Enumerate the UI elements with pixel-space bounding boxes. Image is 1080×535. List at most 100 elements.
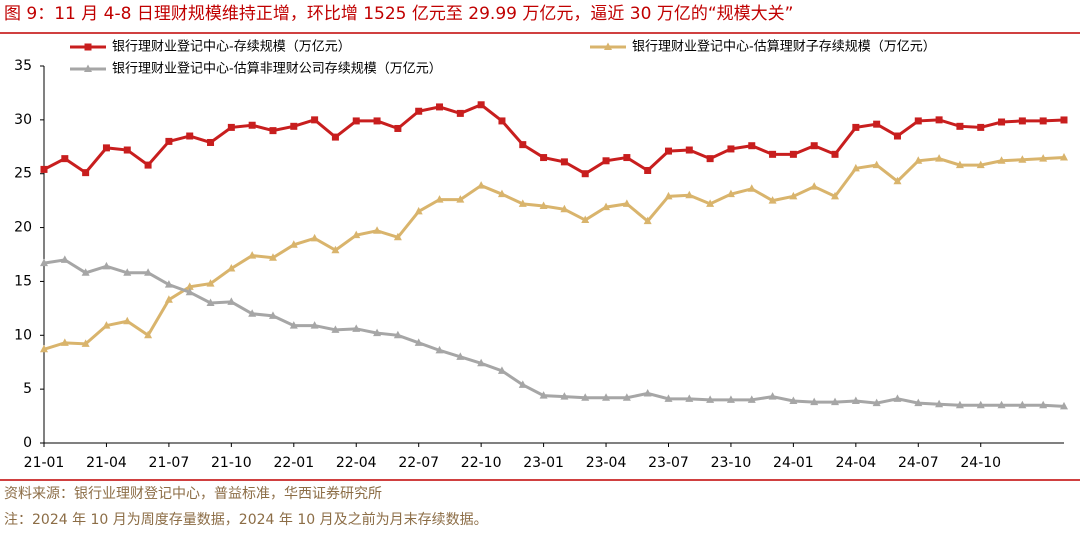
x-tick-label: 24-10	[960, 455, 1001, 471]
marker	[893, 176, 902, 185]
marker	[289, 321, 298, 329]
marker	[185, 282, 194, 290]
marker	[664, 394, 673, 402]
marker	[436, 103, 444, 111]
marker	[873, 120, 881, 128]
marker	[331, 133, 339, 141]
marker	[123, 146, 131, 154]
marker	[872, 160, 881, 169]
marker	[581, 393, 590, 401]
marker	[956, 122, 964, 130]
marker	[456, 352, 465, 360]
x-tick-label: 23-01	[523, 455, 564, 471]
marker	[997, 156, 1006, 164]
marker	[60, 338, 69, 346]
marker	[394, 124, 402, 132]
x-tick-label: 21-10	[211, 455, 252, 471]
marker	[851, 396, 860, 404]
marker	[539, 201, 548, 210]
marker	[622, 199, 631, 207]
marker	[373, 226, 382, 234]
marker	[644, 166, 652, 174]
marker	[789, 396, 798, 404]
x-tick-label: 21-07	[149, 455, 190, 471]
marker	[955, 400, 964, 409]
marker	[769, 150, 777, 158]
marker	[1060, 401, 1068, 410]
marker	[40, 344, 48, 353]
marker	[40, 165, 48, 173]
marker	[602, 202, 611, 211]
marker	[560, 204, 569, 213]
marker	[893, 394, 902, 402]
marker	[497, 366, 506, 374]
marker	[955, 160, 964, 169]
marker	[477, 181, 486, 189]
marker	[602, 393, 611, 401]
marker	[373, 117, 381, 125]
marker	[393, 232, 402, 241]
x-tick-label: 22-10	[461, 455, 502, 471]
marker	[976, 400, 985, 409]
x-tick-label: 23-04	[586, 455, 627, 471]
marker	[1018, 400, 1027, 409]
marker	[685, 190, 694, 199]
marker	[269, 127, 277, 135]
marker	[789, 191, 798, 200]
marker	[977, 123, 985, 131]
marker	[331, 245, 340, 254]
marker	[165, 137, 173, 145]
marker	[810, 397, 819, 406]
marker	[810, 182, 819, 190]
marker	[435, 345, 444, 354]
marker	[414, 206, 423, 215]
x-tick-label: 22-07	[398, 455, 439, 471]
marker	[206, 298, 215, 306]
marker	[685, 394, 694, 402]
marker	[81, 268, 90, 276]
source: 资料来源：银行业理财登记中心，普益标准，华西证券研究所	[4, 486, 382, 502]
marker	[268, 311, 277, 319]
series-line	[43, 156, 1065, 351]
marker	[144, 161, 152, 169]
marker	[643, 216, 652, 225]
marker	[498, 117, 506, 125]
marker	[207, 138, 215, 146]
marker	[831, 397, 840, 406]
legend-label: 银行理财业登记中心-估算理财子存续规模（万亿元）	[632, 40, 936, 55]
marker	[935, 154, 944, 162]
marker	[497, 189, 506, 198]
marker	[1060, 116, 1068, 124]
marker	[851, 163, 860, 172]
marker	[935, 399, 944, 408]
y-tick-label: 5	[23, 381, 32, 397]
marker	[123, 316, 132, 325]
marker	[289, 240, 298, 248]
marker	[831, 150, 839, 158]
marker	[768, 196, 777, 204]
x-tick-label: 22-01	[273, 455, 314, 471]
marker	[852, 123, 860, 131]
marker	[123, 268, 132, 276]
marker	[310, 321, 319, 329]
marker	[102, 261, 111, 270]
marker	[518, 199, 527, 207]
marker	[268, 253, 277, 261]
marker	[415, 107, 423, 115]
marker	[914, 156, 923, 164]
marker	[622, 393, 631, 401]
marker	[311, 116, 319, 124]
marker	[102, 321, 111, 329]
marker	[352, 117, 360, 125]
marker	[435, 195, 444, 203]
marker	[290, 122, 298, 130]
marker	[1060, 153, 1068, 161]
marker	[935, 116, 943, 124]
marker	[164, 295, 173, 303]
y-tick-label: 15	[14, 273, 32, 289]
marker	[456, 109, 464, 117]
series-line	[43, 258, 1065, 408]
marker	[997, 400, 1006, 409]
x-tick-label: 24-04	[835, 455, 876, 471]
